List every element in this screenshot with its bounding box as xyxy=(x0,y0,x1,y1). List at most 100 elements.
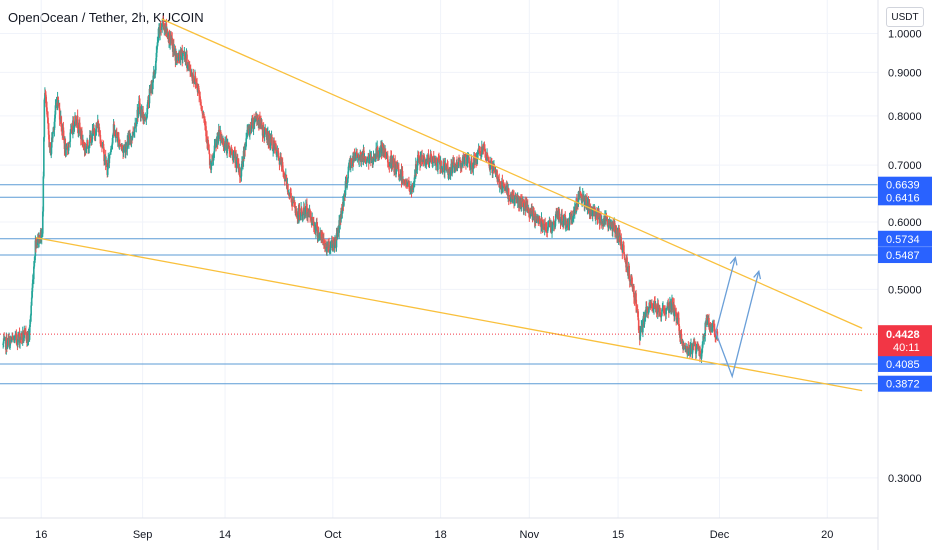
candle-body xyxy=(374,158,377,162)
candle-body xyxy=(542,224,545,229)
candle-body xyxy=(235,161,238,168)
currency-button[interactable]: USDT xyxy=(886,7,924,27)
candle-body xyxy=(317,231,320,238)
candle-body xyxy=(680,333,683,343)
candle xyxy=(598,208,600,219)
candle-body xyxy=(595,213,597,220)
candle xyxy=(272,137,275,154)
candle-body xyxy=(372,160,374,163)
candle-body xyxy=(101,145,104,147)
candle xyxy=(156,36,159,50)
candle xyxy=(653,300,655,315)
candle xyxy=(620,233,623,250)
candle-body xyxy=(567,221,570,225)
candle xyxy=(678,323,681,335)
candle xyxy=(515,194,517,204)
candle-body xyxy=(586,203,589,209)
candle-body xyxy=(151,82,154,90)
candle xyxy=(704,321,707,342)
candle-body xyxy=(102,144,105,149)
candle-body xyxy=(423,155,426,158)
candle-body xyxy=(333,242,336,248)
candle-body xyxy=(647,308,650,313)
candle-body xyxy=(287,184,289,195)
candle-body xyxy=(124,146,127,153)
candle-body xyxy=(41,211,44,234)
candle-body xyxy=(266,134,269,140)
candle xyxy=(41,206,44,237)
candle xyxy=(283,173,286,179)
candle-body xyxy=(34,256,36,263)
candle-body xyxy=(159,23,162,30)
candle xyxy=(2,333,5,348)
candle xyxy=(254,112,257,119)
candle xyxy=(446,159,449,168)
candle-body xyxy=(358,158,361,161)
candle-body xyxy=(305,205,307,214)
candle-body xyxy=(214,145,216,147)
candle-body xyxy=(310,216,312,220)
candle-body xyxy=(379,152,381,155)
candle-body xyxy=(148,88,151,104)
candle-body xyxy=(552,222,555,224)
candle-body xyxy=(162,20,165,24)
candle-body xyxy=(173,50,176,52)
candle-body xyxy=(72,120,75,130)
candle xyxy=(253,113,255,129)
candle-body xyxy=(288,193,290,196)
candle xyxy=(338,215,340,239)
candle xyxy=(326,241,328,256)
candle-body xyxy=(168,32,171,45)
candle xyxy=(599,211,601,226)
candle-body xyxy=(459,159,461,166)
candle-body xyxy=(312,221,315,227)
candle-body xyxy=(283,175,286,179)
candle-body xyxy=(671,300,673,311)
candle xyxy=(239,167,241,183)
candle xyxy=(422,153,425,167)
candle xyxy=(694,341,697,360)
candle-body xyxy=(193,81,196,83)
y-tick-label: 0.8000 xyxy=(888,111,922,123)
candle-body xyxy=(6,337,8,349)
candle-body xyxy=(478,150,481,152)
candle xyxy=(451,157,454,174)
candle-body xyxy=(671,300,674,303)
candle xyxy=(287,183,289,196)
candle-body xyxy=(624,259,627,262)
candle-body xyxy=(106,163,109,175)
candle-body xyxy=(482,148,484,153)
candle-body xyxy=(249,126,252,129)
candle-body xyxy=(422,160,424,162)
candle-body xyxy=(415,164,418,171)
candle-body xyxy=(551,225,553,234)
candle xyxy=(301,209,303,221)
candle xyxy=(346,182,348,190)
candle xyxy=(628,263,630,281)
candle-body xyxy=(456,161,458,166)
candle-body xyxy=(145,118,148,120)
candle-body xyxy=(694,343,697,347)
candle xyxy=(120,144,122,150)
candle-body xyxy=(197,86,200,91)
candle-body xyxy=(566,226,568,228)
candle-body xyxy=(271,136,273,149)
candle-body xyxy=(288,195,291,197)
candle-body xyxy=(109,152,112,155)
candle xyxy=(3,336,6,341)
candle-body xyxy=(416,169,418,171)
candle-body xyxy=(165,23,168,33)
candle-body xyxy=(489,164,492,170)
candle-body xyxy=(60,116,63,127)
candle-body xyxy=(657,303,660,312)
candle-body xyxy=(42,176,45,212)
candle-body xyxy=(497,178,499,182)
candle-body xyxy=(416,165,419,170)
candle xyxy=(478,145,481,156)
candle-body xyxy=(173,44,175,52)
candle xyxy=(454,166,456,174)
candle-body xyxy=(423,157,426,163)
candle-body xyxy=(276,152,278,155)
candle-body xyxy=(394,161,396,174)
